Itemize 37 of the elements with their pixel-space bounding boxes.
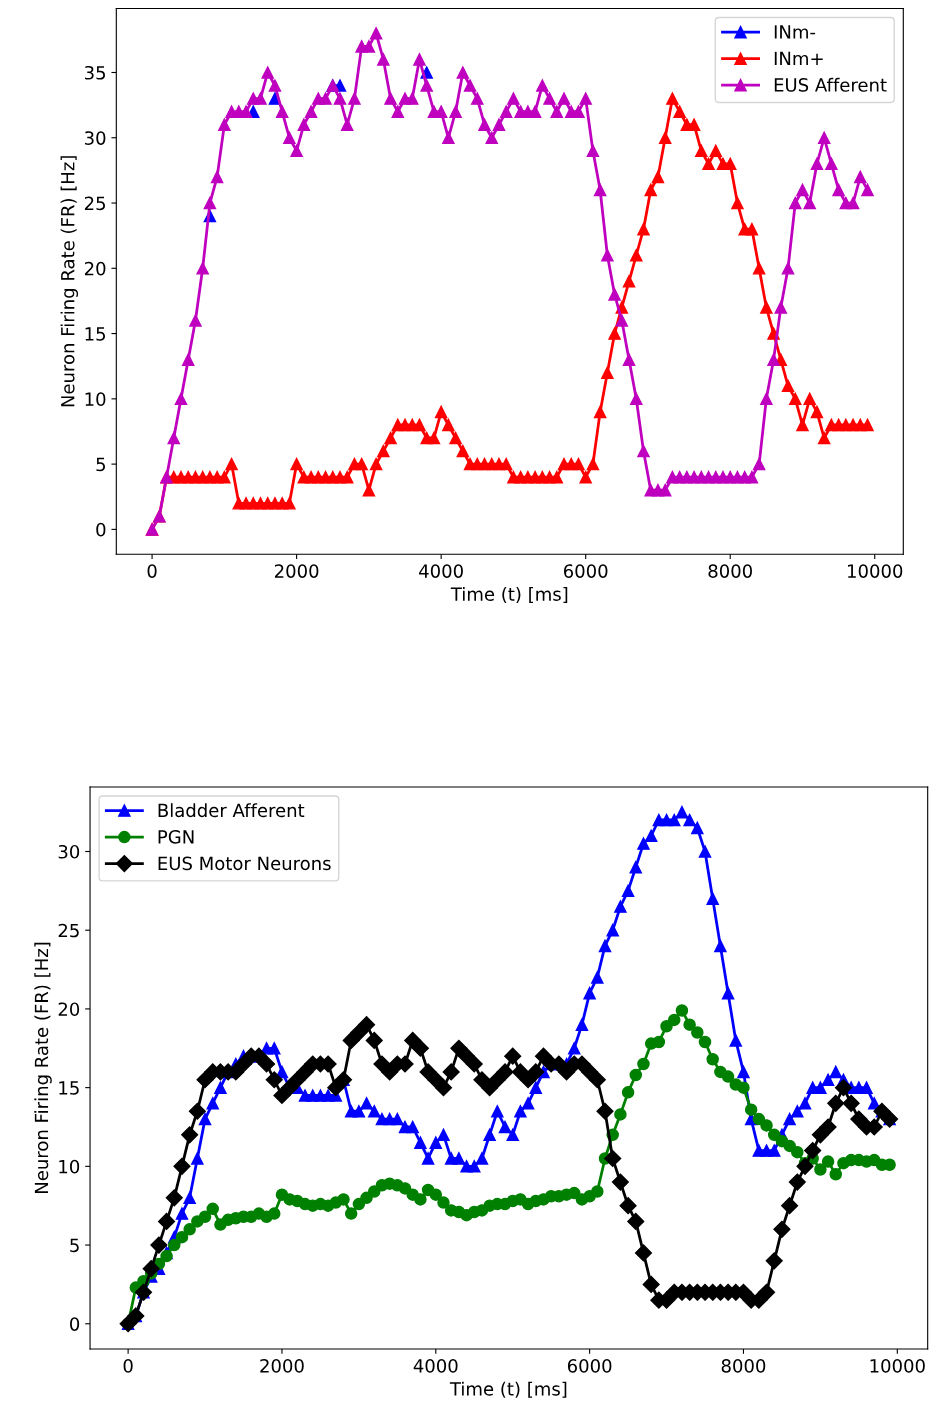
x-tick-label: 0	[123, 1359, 133, 1373]
y-tick-label: 0	[96, 522, 106, 537]
x-tick-label: 8000	[721, 1359, 766, 1373]
y-tick-label: 5	[70, 1238, 79, 1253]
y-tick-label: 20	[58, 1002, 80, 1017]
y-tick-label: 15	[59, 1081, 79, 1095]
y-axis-title: Neuron Firing Rate (FR) [Hz]	[60, 156, 79, 407]
x-tick-label: 10000	[870, 1359, 925, 1373]
x-tick-label: 2000	[260, 1359, 304, 1373]
y-tick-label: 5	[96, 457, 106, 472]
y-tick-label: 25	[58, 923, 79, 938]
x-axis-title: Time (t) [ms]	[450, 586, 568, 604]
y-tick-label: 35	[84, 65, 106, 80]
legend-label: INm-	[774, 25, 816, 39]
x-tick-label: 10000	[848, 564, 903, 578]
y-tick-label: 30	[84, 131, 106, 145]
y-axis-title: Neuron Firing Rate (FR) [Hz]	[34, 942, 52, 1193]
x-tick-label: 4000	[413, 1359, 458, 1373]
y-tick-label: 30	[58, 844, 80, 859]
y-tick-label: 0	[70, 1317, 80, 1331]
legend-label: INm+	[774, 51, 823, 65]
y-tick-label: 10	[85, 392, 106, 406]
x-tick-label: 4000	[419, 564, 463, 578]
legend-label: EUS Afferent	[774, 77, 887, 92]
x-tick-label: 6000	[563, 564, 608, 578]
x-tick-label: 0	[147, 564, 157, 578]
legend-label: Bladder Afferent	[158, 803, 305, 818]
y-tick-label: 20	[84, 261, 106, 276]
y-tick-label: 25	[84, 196, 106, 211]
legend-label: EUS Motor Neurons	[158, 856, 331, 871]
y-tick-label: 15	[85, 327, 106, 341]
legend-label: PGN	[158, 830, 194, 844]
x-tick-label: 8000	[708, 564, 752, 578]
x-tick-label: 6000	[567, 1359, 612, 1373]
y-tick-label: 10	[59, 1159, 80, 1174]
x-tick-label: 2000	[274, 564, 319, 578]
x-axis-title: Time (t) [ms]	[449, 1381, 567, 1398]
